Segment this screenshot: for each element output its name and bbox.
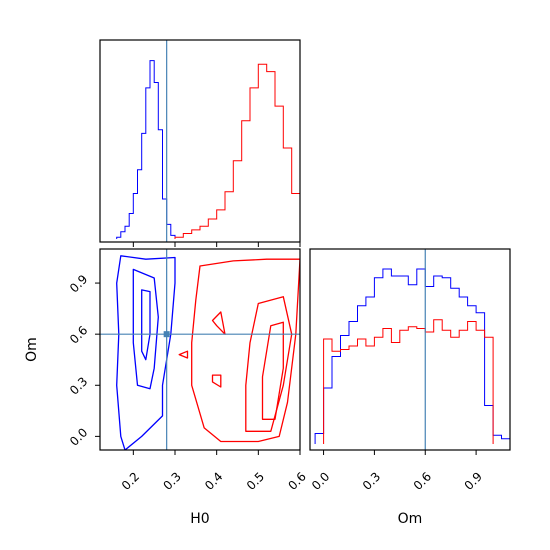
- contour-series-2-level-2: [245, 296, 293, 432]
- joint-panel: [100, 249, 300, 450]
- contour-series-2-level-4: [211, 311, 226, 335]
- hist-om-series-1: [314, 268, 510, 444]
- tick-label-h0-2: 0.3: [160, 469, 183, 492]
- joint-frame: [99, 248, 301, 451]
- tick-label-h0-1: 0.2: [119, 469, 142, 492]
- truth-marker: [163, 331, 170, 338]
- hist-om-series-2: [323, 319, 494, 444]
- xlabel-om: Om: [398, 511, 423, 527]
- tick-label-om-x-3: 0.6: [411, 469, 434, 492]
- contour-series-1-level-3: [141, 289, 151, 361]
- tick-label-h0-5: 0.6: [285, 469, 308, 492]
- tick-label-om-x-4: 0.9: [462, 469, 485, 492]
- tick-label-h0-4: 0.5: [244, 469, 267, 492]
- tick-label-om-y-4: 0.9: [67, 272, 90, 295]
- xlabel-h0: H0: [190, 511, 209, 527]
- hist-h0-frame: [99, 39, 301, 243]
- contour-series-1-level-1: [116, 255, 176, 450]
- ylabel-om: Om: [24, 337, 40, 362]
- contour-series-2-level-1: [191, 258, 300, 443]
- tick-label-om-y-2: 0.3: [67, 374, 90, 397]
- contour-series-2-level-3: [261, 321, 284, 420]
- tick-label-h0-3: 0.4: [202, 469, 225, 492]
- hist-h0-series-2: [174, 63, 300, 239]
- contour-series-2-level-6: [178, 350, 189, 359]
- tick-label-om-y-1: 0.0: [67, 425, 90, 448]
- contour-series-1-level-2: [132, 268, 159, 390]
- hist-om-panel: [314, 249, 510, 450]
- hist-om-frame: [309, 248, 511, 451]
- tick-label-om-x-1: 0.0: [309, 469, 332, 492]
- contour-series-2-level-5: [211, 374, 222, 388]
- hist-h0-panel: [116, 40, 300, 242]
- tick-label-om-x-2: 0.3: [360, 469, 383, 492]
- tick-label-om-y-3: 0.6: [67, 323, 90, 346]
